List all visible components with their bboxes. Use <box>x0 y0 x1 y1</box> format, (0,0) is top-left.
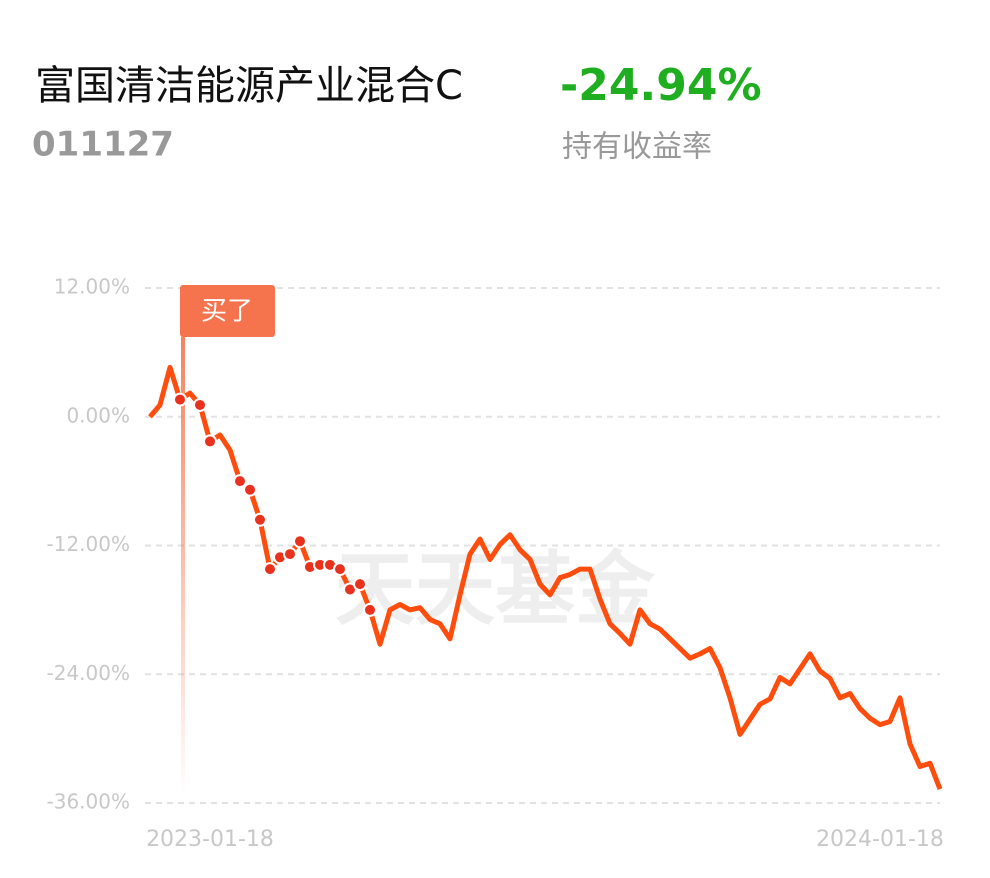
buy-point <box>253 512 267 527</box>
y-tick-label: 12.00% <box>54 275 130 299</box>
buy-point <box>193 397 207 412</box>
buy-point <box>353 577 367 592</box>
y-tick-label: 0.00% <box>66 403 130 427</box>
buy-point <box>263 562 277 577</box>
fund-name: 富国清洁能源产业混合C <box>35 63 463 109</box>
y-tick-label: -24.00% <box>47 661 130 685</box>
fund-code: 011127 <box>32 125 174 165</box>
return-value: -24.94% <box>560 60 762 111</box>
buy-flag-label: 买了 <box>201 297 253 327</box>
buy-line <box>181 337 185 797</box>
plot <box>148 364 943 790</box>
x-tick-label: 2024-01-18 <box>816 827 944 852</box>
grid: 12.00% 0.00% -12.00% -24.00% -36.00% 2023-01-… <box>47 275 944 853</box>
buy-point <box>203 434 217 449</box>
buy-flag <box>180 285 275 337</box>
y-tick-label: -36.00% <box>47 790 130 814</box>
y-tick-label: -12.00% <box>47 532 130 556</box>
buy-point <box>333 562 347 577</box>
buy-point <box>293 534 307 549</box>
buy-point <box>363 602 377 617</box>
buy-point <box>243 482 257 497</box>
x-tick-label: 2023-01-18 <box>146 827 274 852</box>
return-label: 持有收益率 <box>562 130 712 165</box>
buy-point <box>233 474 247 489</box>
buy-point <box>173 392 187 407</box>
buy-point <box>283 547 297 562</box>
